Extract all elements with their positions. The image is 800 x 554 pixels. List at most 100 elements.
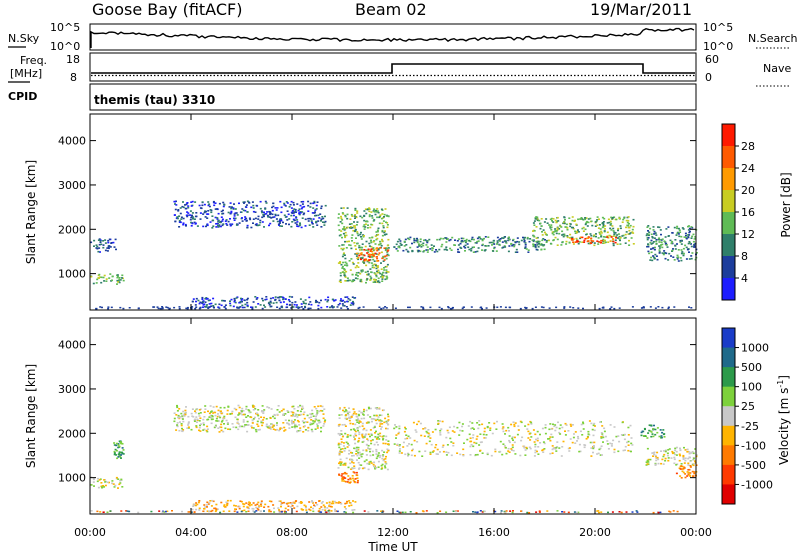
data-cell (118, 445, 121, 448)
data-cell (248, 217, 251, 219)
data-cell (650, 251, 653, 254)
data-cell (376, 237, 379, 240)
data-cell (181, 418, 184, 420)
data-cell (298, 306, 301, 309)
data-cell (512, 238, 515, 241)
data-cell (325, 502, 328, 504)
data-cell (356, 231, 359, 233)
data-cell (183, 415, 186, 417)
data-cell (606, 443, 609, 445)
data-cell (292, 201, 295, 204)
data-cell (109, 510, 112, 512)
data-cell (341, 222, 344, 225)
data-cell (544, 426, 547, 429)
data-cell (538, 510, 541, 512)
data-cell (625, 226, 627, 229)
data-cell (581, 434, 584, 436)
data-cell (566, 236, 569, 239)
data-cell (394, 424, 396, 426)
data-cell (348, 223, 351, 225)
data-cell (176, 217, 179, 220)
data-cell (108, 245, 111, 247)
data-cell (305, 511, 308, 514)
colorbar-tick-label: 100 (741, 381, 762, 394)
data-cell (166, 306, 169, 309)
data-cell (662, 433, 665, 436)
data-cell (220, 412, 223, 415)
data-cell (380, 217, 383, 220)
data-cell (259, 304, 262, 306)
data-cell (581, 218, 584, 220)
data-cell (692, 233, 695, 236)
data-cell (687, 236, 690, 239)
data-cell (367, 273, 370, 275)
data-cell (473, 246, 475, 248)
data-cell (118, 455, 121, 457)
data-cell (255, 506, 258, 509)
data-cell (584, 223, 587, 226)
data-cell (233, 215, 236, 217)
data-cell (470, 249, 473, 252)
data-cell (367, 447, 369, 449)
data-cell (103, 479, 106, 481)
data-cell (258, 417, 260, 420)
data-cell (658, 239, 661, 241)
data-cell (582, 421, 584, 424)
data-cell (195, 212, 198, 214)
data-cell (632, 232, 635, 234)
data-cell (347, 466, 350, 469)
data-cell (210, 418, 213, 421)
data-cell (320, 207, 323, 210)
data-cell (358, 431, 361, 434)
data-cell (602, 226, 605, 228)
data-cell (292, 422, 295, 424)
data-cell (619, 236, 622, 239)
data-cell (679, 454, 682, 457)
data-cell (202, 300, 205, 302)
data-cell (407, 453, 410, 456)
data-cell (658, 237, 661, 239)
data-cell (491, 244, 493, 246)
data-cell (454, 244, 456, 246)
data-cell (536, 218, 539, 220)
data-cell (245, 219, 248, 222)
data-cell (344, 215, 347, 218)
data-cell (264, 503, 267, 506)
data-cell (217, 420, 220, 422)
data-cell (445, 248, 447, 251)
data-cell (383, 231, 386, 234)
data-cell (345, 280, 348, 282)
data-cell (369, 226, 372, 229)
data-cell (375, 274, 378, 277)
data-cell (668, 252, 671, 255)
data-cell (688, 258, 691, 260)
data-cell (281, 296, 284, 298)
data-cell (433, 251, 436, 253)
data-cell (441, 446, 444, 448)
data-cell (449, 437, 452, 440)
data-cell (379, 247, 382, 249)
data-cell (300, 226, 303, 229)
data-cell (343, 254, 346, 256)
data-cell (594, 221, 597, 223)
data-cell (374, 264, 377, 267)
data-cell (194, 304, 197, 306)
data-cell (113, 453, 116, 456)
data-cell (387, 423, 389, 426)
data-cell (179, 416, 182, 418)
data-cell (188, 511, 191, 513)
data-cell (372, 278, 375, 281)
data-cell (96, 278, 99, 281)
data-cell (288, 223, 290, 226)
data-cell (294, 208, 297, 211)
data-cell (349, 482, 351, 484)
data-cell (286, 503, 289, 505)
data-cell (377, 466, 380, 468)
data-cell (318, 511, 321, 513)
data-cell (301, 420, 304, 422)
data-cell (585, 438, 588, 440)
data-cell (330, 510, 333, 512)
data-cell (303, 417, 306, 420)
data-cell (156, 306, 159, 308)
data-cell (493, 247, 496, 250)
